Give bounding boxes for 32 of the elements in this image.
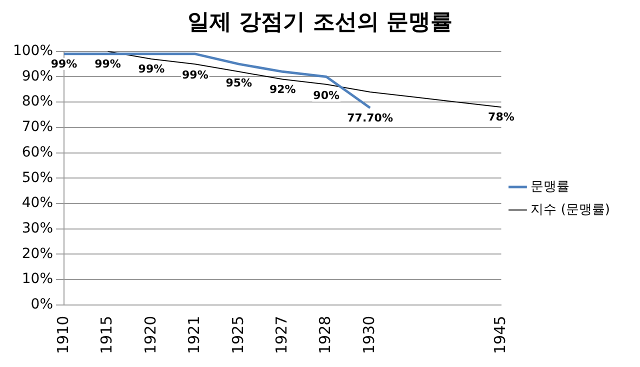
x-tick-label: 1927 <box>272 316 291 354</box>
legend-label: 지수 (문맹률) <box>530 202 610 218</box>
y-tick-label: 80% <box>22 94 54 110</box>
annotation: 78% <box>488 110 514 124</box>
x-tick-label: 1915 <box>98 316 116 354</box>
y-tick-label: 10% <box>22 271 54 288</box>
x-tick-label: 1920 <box>141 316 160 354</box>
data-label: 92% <box>269 83 296 96</box>
x-tick-label: 1925 <box>228 316 247 354</box>
y-tick-label: 20% <box>22 246 54 262</box>
y-tick-label: 30% <box>22 220 54 236</box>
x-tick-label: 1930 <box>360 316 378 354</box>
x-tick-label: 1921 <box>185 316 204 354</box>
data-label: 90% <box>313 89 340 102</box>
y-tick-label: 60% <box>22 144 54 160</box>
y-tick-label: 0% <box>30 296 54 312</box>
x-tick-label: 1928 <box>316 316 334 354</box>
y-tick-label: 100% <box>12 43 54 60</box>
x-tick-label: 1945 <box>491 316 510 354</box>
y-tick-label: 40% <box>22 195 54 212</box>
y-tick-label: 90% <box>22 68 54 84</box>
y-tick-label: 70% <box>22 119 54 136</box>
legend-label: 문맹률 <box>530 179 570 194</box>
chart-title: 일제 강점기 조선의 문맹률 <box>186 9 454 37</box>
data-label: 99% <box>182 68 208 82</box>
data-label: 99% <box>138 62 165 76</box>
data-label: 77.70% <box>347 111 393 124</box>
data-label: 99% <box>50 57 78 70</box>
data-label: 95% <box>226 76 252 90</box>
x-tick-label: 1910 <box>54 316 72 354</box>
y-tick-label: 50% <box>22 170 54 186</box>
data-label: 99% <box>94 57 121 70</box>
